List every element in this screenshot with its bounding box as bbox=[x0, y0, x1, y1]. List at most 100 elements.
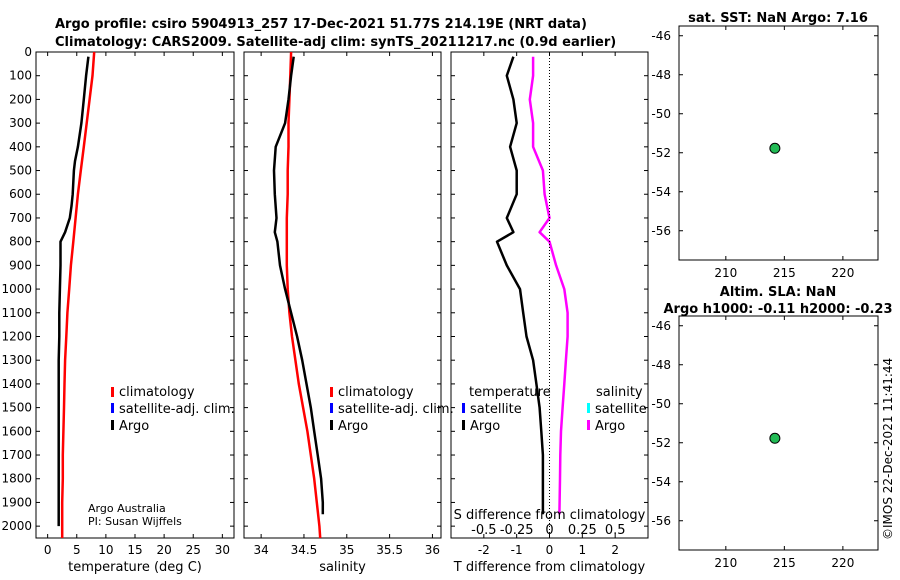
y-tick-label: -56 bbox=[651, 224, 671, 238]
sla-map-subtitle: Argo h1000: -0.11 h2000: -0.23 bbox=[663, 302, 892, 317]
legend-title-temperature: temperature bbox=[469, 385, 551, 400]
s-difference-label: S difference from climatology bbox=[454, 508, 646, 523]
legend-label-temp-argo: Argo bbox=[470, 419, 500, 434]
x-tick-label: 20 bbox=[156, 543, 171, 557]
x-tick-label: -1 bbox=[511, 543, 523, 557]
series-line-temperature-argo bbox=[495, 56, 545, 515]
legend-swatch-climatology bbox=[330, 387, 333, 397]
series-line-climatology bbox=[285, 51, 322, 539]
salinity-panel: 34 34.5 35 35.5 36 salinity bbox=[243, 51, 442, 575]
y-tick-label: 1500 bbox=[1, 401, 32, 415]
y-tick-label: 200 bbox=[9, 92, 32, 106]
legend-swatch-sal-argo bbox=[587, 420, 590, 430]
y-tick-label: -50 bbox=[651, 107, 671, 121]
x-tick-label: 35 bbox=[339, 543, 354, 557]
legend-label-argo: Argo bbox=[119, 419, 149, 434]
legend-swatch-sal-satellite bbox=[587, 403, 590, 413]
y-tick-label: -46 bbox=[651, 29, 671, 43]
x-tick-label: 220 bbox=[831, 556, 854, 570]
x-tick-label: 15 bbox=[127, 543, 142, 557]
series-line-argo bbox=[272, 56, 325, 515]
y-tick-label: -48 bbox=[651, 358, 671, 372]
legend-swatch-argo bbox=[330, 420, 333, 430]
y-tick-label: 1100 bbox=[1, 306, 32, 320]
title-line2: Climatology: CARS2009. Satellite-adj cli… bbox=[55, 35, 616, 50]
sla-map-title: Altim. SLA: NaN bbox=[720, 285, 836, 300]
s-tick-label: -0.5 bbox=[471, 523, 496, 538]
x-tick-label: 215 bbox=[773, 556, 796, 570]
x-tick-label: 34 bbox=[253, 543, 268, 557]
x-axis-label: salinity bbox=[319, 560, 366, 575]
y-tick-label: 1000 bbox=[1, 282, 32, 296]
y-tick-label: 800 bbox=[9, 235, 32, 249]
legend-label-climatology: climatology bbox=[119, 385, 195, 400]
timestamp-stamp: ©IMOS 22-Dec-2021 11:41:44 bbox=[881, 358, 895, 540]
map-frame bbox=[678, 315, 879, 551]
y-tick-label: 1200 bbox=[1, 329, 32, 343]
y-tick-label: 1700 bbox=[1, 448, 32, 462]
s-tick-label: 0.5 bbox=[605, 523, 626, 538]
y-tick-label: 700 bbox=[9, 211, 32, 225]
x-tick-label: 210 bbox=[714, 266, 737, 280]
legend-label-satellite: satellite-adj. clim. bbox=[119, 402, 235, 417]
legend-title-salinity: salinity bbox=[596, 385, 643, 400]
y-tick-label: 600 bbox=[9, 187, 32, 201]
legend-swatch-temp-argo bbox=[462, 420, 465, 430]
legend-label-argo: Argo bbox=[338, 419, 368, 434]
y-tick-label: 1900 bbox=[1, 495, 32, 509]
y-tick-label: 0 bbox=[24, 45, 32, 59]
legend-label-sal-satellite: satellite bbox=[595, 402, 647, 417]
x-tick-label: 25 bbox=[186, 543, 201, 557]
x-tick-label: 34.5 bbox=[291, 543, 318, 557]
y-tick-label: -46 bbox=[651, 319, 671, 333]
x-tick-label: 220 bbox=[831, 266, 854, 280]
y-tick-label: -54 bbox=[651, 475, 671, 489]
sst-map-title: sat. SST: NaN Argo: 7.16 bbox=[688, 11, 868, 26]
x-tick-label: 1 bbox=[579, 543, 587, 557]
y-tick-label: 400 bbox=[9, 140, 32, 154]
credit-line1: Argo Australia bbox=[88, 502, 166, 515]
series-line-climatology bbox=[60, 51, 96, 538]
x-tick-label: 210 bbox=[714, 556, 737, 570]
temperature-legend: climatology satellite-adj. clim. Argo bbox=[111, 385, 235, 434]
y-tick-label: 2000 bbox=[1, 519, 32, 533]
argo-location-marker bbox=[769, 432, 781, 444]
credit-line2: PI: Susan Wijffels bbox=[88, 515, 182, 528]
y-tick-label: 1300 bbox=[1, 353, 32, 367]
series-line-salinity-argo bbox=[528, 56, 569, 515]
series-line-argo bbox=[57, 56, 90, 527]
sla-map-panel: -46 -48 -50 -52 -54 -56 210 215 220 Altim. SLA: N… bbox=[651, 285, 892, 570]
legend-swatch-climatology bbox=[111, 387, 114, 397]
y-tick-label: -52 bbox=[651, 146, 671, 160]
x-tick-label: 30 bbox=[215, 543, 230, 557]
y-tick-label: 1600 bbox=[1, 424, 32, 438]
x-tick-label: 2 bbox=[611, 543, 619, 557]
y-tick-label: -48 bbox=[651, 68, 671, 82]
legend-label-climatology: climatology bbox=[338, 385, 414, 400]
legend-swatch-satellite bbox=[111, 403, 114, 413]
x-tick-label: -2 bbox=[478, 543, 490, 557]
x-tick-label: 215 bbox=[773, 266, 796, 280]
temperature-panel: 0100200300400500600700800900100011001200… bbox=[1, 45, 235, 575]
y-tick-label: 900 bbox=[9, 258, 32, 272]
legend-label-sal-argo: Argo bbox=[595, 419, 625, 434]
x-axis-label: T difference from climatology bbox=[453, 560, 646, 575]
legend-swatch-satellite bbox=[330, 403, 333, 413]
y-tick-label: -50 bbox=[651, 397, 671, 411]
x-tick-label: 0 bbox=[44, 543, 52, 557]
legend-swatch-temp-satellite bbox=[462, 403, 465, 413]
s-tick-label: -0.25 bbox=[500, 523, 534, 538]
s-tick-label: 0.25 bbox=[568, 523, 597, 538]
x-tick-label: 35.5 bbox=[376, 543, 403, 557]
x-tick-label: 5 bbox=[73, 543, 81, 557]
plot-frame bbox=[243, 51, 442, 539]
sst-map-panel: -46 -48 -50 -52 -54 -56 210 215 220 sat. SST: NaN… bbox=[651, 11, 879, 280]
y-tick-label: 300 bbox=[9, 116, 32, 130]
difference-panel: -2 -1 0 1 2 T difference from climatology S di… bbox=[450, 51, 649, 575]
legend-label-satellite: satellite-adj. clim. bbox=[338, 402, 454, 417]
argo-location-marker bbox=[769, 142, 781, 154]
y-tick-label: 1400 bbox=[1, 377, 32, 391]
difference-legend: temperature satellite Argo salinity sate… bbox=[462, 385, 647, 434]
title-line1: Argo profile: csiro 5904913_257 17-Dec-2… bbox=[55, 17, 587, 32]
